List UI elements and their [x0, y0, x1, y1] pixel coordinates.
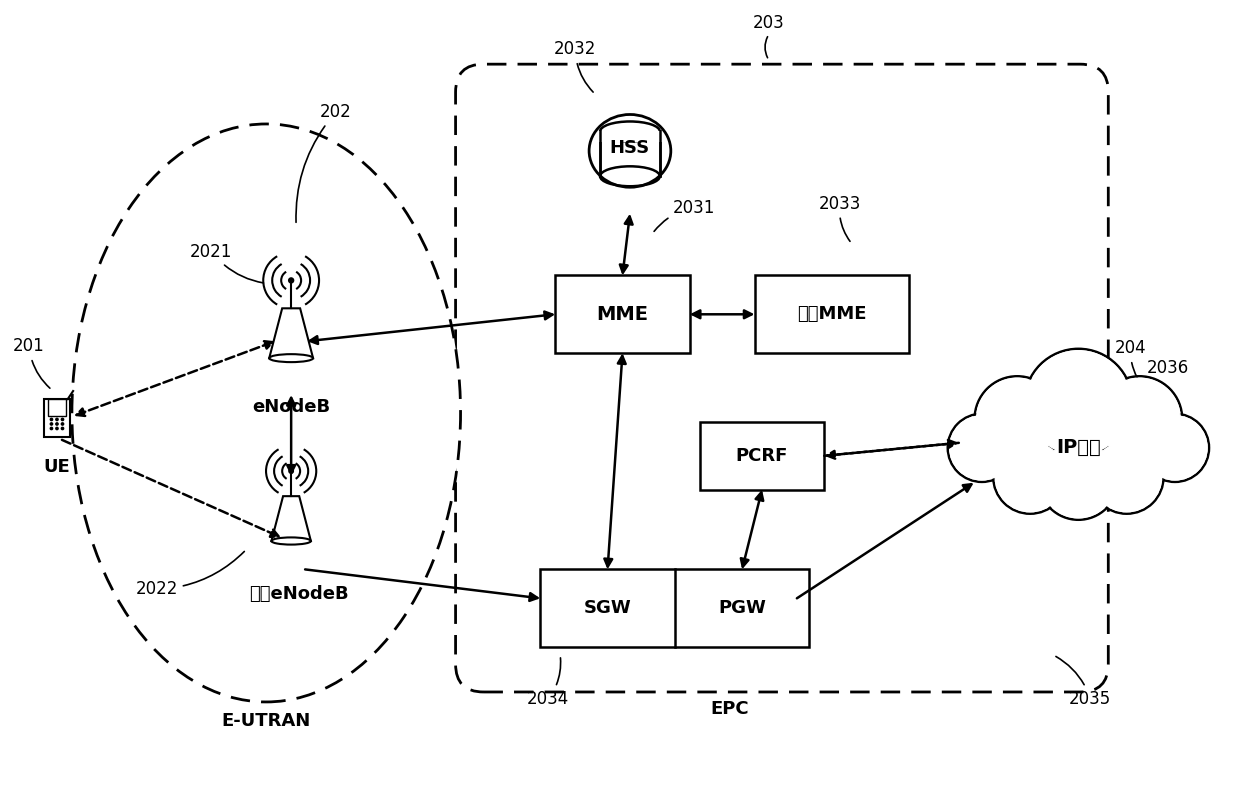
Circle shape: [1091, 442, 1162, 512]
Circle shape: [1099, 378, 1180, 460]
Ellipse shape: [72, 124, 460, 702]
Circle shape: [289, 278, 294, 283]
Bar: [598, 132, 662, 142]
Text: PGW: PGW: [718, 599, 766, 618]
Text: UE: UE: [43, 458, 71, 476]
Bar: [541, 570, 810, 647]
Circle shape: [1027, 351, 1131, 455]
Text: 202: 202: [296, 103, 352, 223]
Text: E-UTRAN: E-UTRAN: [222, 712, 311, 730]
Circle shape: [61, 427, 63, 429]
Circle shape: [51, 423, 52, 425]
Ellipse shape: [600, 166, 660, 186]
Text: 2032: 2032: [554, 40, 596, 92]
Bar: [600, 132, 660, 176]
Circle shape: [1097, 377, 1182, 461]
Polygon shape: [272, 496, 311, 541]
Text: IP业务: IP业务: [1056, 438, 1101, 457]
Circle shape: [977, 378, 1058, 460]
Text: 2021: 2021: [190, 243, 263, 283]
Text: MME: MME: [596, 305, 649, 324]
Circle shape: [1143, 416, 1207, 480]
Text: 其它MME: 其它MME: [797, 306, 867, 323]
Ellipse shape: [600, 121, 660, 141]
Circle shape: [51, 427, 52, 429]
Text: 2033: 2033: [818, 195, 861, 241]
Polygon shape: [269, 308, 312, 358]
Text: PCRF: PCRF: [735, 447, 789, 464]
Circle shape: [61, 418, 63, 421]
Circle shape: [51, 418, 52, 421]
Circle shape: [1039, 440, 1118, 519]
Circle shape: [289, 468, 294, 473]
Text: eNodeB: eNodeB: [252, 398, 330, 416]
Text: 204: 204: [1115, 339, 1146, 391]
Circle shape: [1141, 413, 1209, 482]
Text: SGW: SGW: [584, 599, 631, 618]
Circle shape: [61, 423, 63, 425]
Circle shape: [993, 440, 1068, 514]
Ellipse shape: [272, 537, 311, 544]
Circle shape: [1090, 440, 1163, 514]
Bar: [48, 399, 66, 416]
Circle shape: [947, 413, 1016, 482]
Text: 2034: 2034: [527, 658, 569, 708]
Circle shape: [996, 442, 1065, 512]
Circle shape: [56, 423, 58, 425]
Circle shape: [56, 427, 58, 429]
Text: 其它eNodeB: 其它eNodeB: [249, 586, 348, 603]
Bar: [556, 275, 689, 354]
Text: 2035: 2035: [1056, 657, 1111, 708]
Bar: [699, 422, 825, 490]
FancyBboxPatch shape: [455, 64, 1109, 692]
Text: HSS: HSS: [610, 139, 650, 157]
Bar: [45, 399, 69, 437]
Text: EPC: EPC: [711, 700, 749, 718]
Text: 2022: 2022: [135, 551, 244, 598]
Text: 203: 203: [753, 14, 785, 32]
Text: 201: 201: [14, 338, 50, 388]
Circle shape: [1024, 349, 1132, 456]
Text: 2036: 2036: [1127, 359, 1189, 409]
Circle shape: [975, 377, 1060, 461]
Circle shape: [950, 416, 1014, 480]
Circle shape: [1040, 442, 1116, 518]
Circle shape: [56, 418, 58, 421]
Bar: [754, 275, 909, 354]
Ellipse shape: [269, 354, 312, 362]
Text: 2031: 2031: [653, 199, 715, 231]
